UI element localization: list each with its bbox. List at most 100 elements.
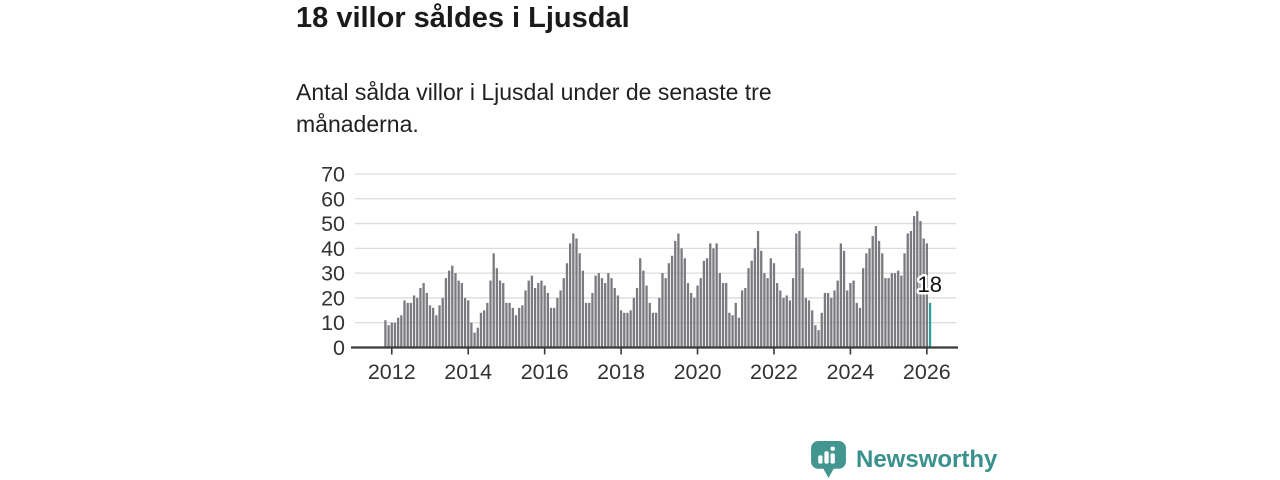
bar	[588, 302, 591, 348]
bar	[865, 253, 868, 348]
bar	[648, 302, 651, 348]
x-tick-label: 2014	[444, 360, 492, 384]
bar	[422, 283, 425, 348]
bar	[521, 305, 524, 348]
bar	[798, 230, 801, 348]
bar	[454, 273, 457, 348]
bar	[760, 250, 763, 348]
bar	[890, 273, 893, 348]
bar	[690, 292, 693, 348]
bar	[686, 283, 690, 348]
bar	[814, 325, 817, 348]
y-tick-label: 70	[321, 162, 345, 186]
bar	[833, 290, 836, 348]
bar	[619, 310, 623, 348]
y-tick-label: 10	[321, 311, 345, 335]
bar	[654, 312, 658, 348]
bar	[718, 273, 721, 348]
bar	[460, 283, 463, 348]
bar	[543, 285, 546, 348]
bar	[699, 278, 702, 348]
bar	[651, 312, 655, 348]
bar	[881, 253, 884, 348]
bar	[846, 290, 849, 348]
bar	[495, 268, 499, 348]
x-tick-label: 2024	[826, 360, 874, 384]
x-tick-label: 2022	[750, 360, 798, 384]
newsworthy-logo-text: Newsworthy	[856, 445, 998, 473]
bar	[546, 292, 549, 348]
bar	[858, 307, 862, 348]
bar	[553, 307, 556, 348]
bar	[645, 285, 648, 348]
bar	[900, 275, 903, 348]
bar	[725, 283, 728, 348]
bar	[826, 292, 830, 348]
bar	[874, 226, 878, 348]
bar	[823, 292, 827, 348]
bar	[591, 292, 594, 348]
bar	[632, 297, 635, 348]
bar	[836, 280, 839, 348]
bar	[578, 253, 581, 348]
bar	[696, 285, 699, 348]
bar	[639, 258, 642, 348]
bar	[607, 273, 610, 348]
bar	[476, 327, 479, 348]
bar	[502, 283, 505, 348]
bar	[721, 283, 725, 348]
bar	[473, 332, 476, 348]
bar	[514, 315, 518, 348]
bar	[884, 278, 887, 348]
bar	[782, 297, 785, 348]
bar	[463, 297, 467, 348]
bar	[776, 283, 779, 348]
bar	[664, 278, 667, 348]
bar	[556, 297, 559, 348]
bar	[839, 243, 843, 348]
bar	[661, 273, 664, 348]
x-tick-label: 2020	[674, 360, 722, 384]
y-tick-label: 30	[321, 262, 345, 286]
bar	[766, 278, 769, 348]
bar	[438, 305, 441, 348]
last-value-annotation: 18	[918, 272, 942, 297]
bar	[658, 297, 661, 348]
bar	[702, 260, 706, 348]
bar	[868, 248, 871, 348]
x-tick-label: 2016	[521, 360, 569, 384]
bar	[511, 307, 514, 348]
y-tick-label: 0	[333, 336, 345, 360]
bar	[855, 302, 858, 348]
bar	[769, 258, 772, 348]
bar	[877, 240, 881, 348]
bar	[581, 270, 585, 348]
bar	[518, 307, 521, 348]
bar	[562, 278, 565, 348]
bar	[887, 278, 890, 348]
bar	[629, 310, 632, 348]
bar	[594, 275, 597, 348]
bar	[412, 295, 416, 348]
bar	[820, 312, 823, 348]
bar	[508, 302, 511, 348]
x-tick-label: 2026	[903, 360, 951, 384]
bar	[406, 302, 409, 348]
bar	[575, 238, 578, 348]
bar	[804, 297, 807, 348]
bar	[772, 263, 776, 348]
bar	[616, 295, 620, 348]
bar	[403, 300, 406, 348]
x-tick-label: 2012	[368, 360, 416, 384]
bar-chart-bubble-icon	[811, 441, 846, 478]
bar	[568, 243, 572, 348]
bar	[912, 216, 916, 348]
bar	[498, 280, 502, 348]
bar	[897, 270, 900, 348]
bar	[807, 300, 811, 348]
bar	[801, 268, 804, 348]
bar	[400, 315, 403, 348]
bar	[540, 280, 543, 348]
bar	[862, 268, 865, 348]
